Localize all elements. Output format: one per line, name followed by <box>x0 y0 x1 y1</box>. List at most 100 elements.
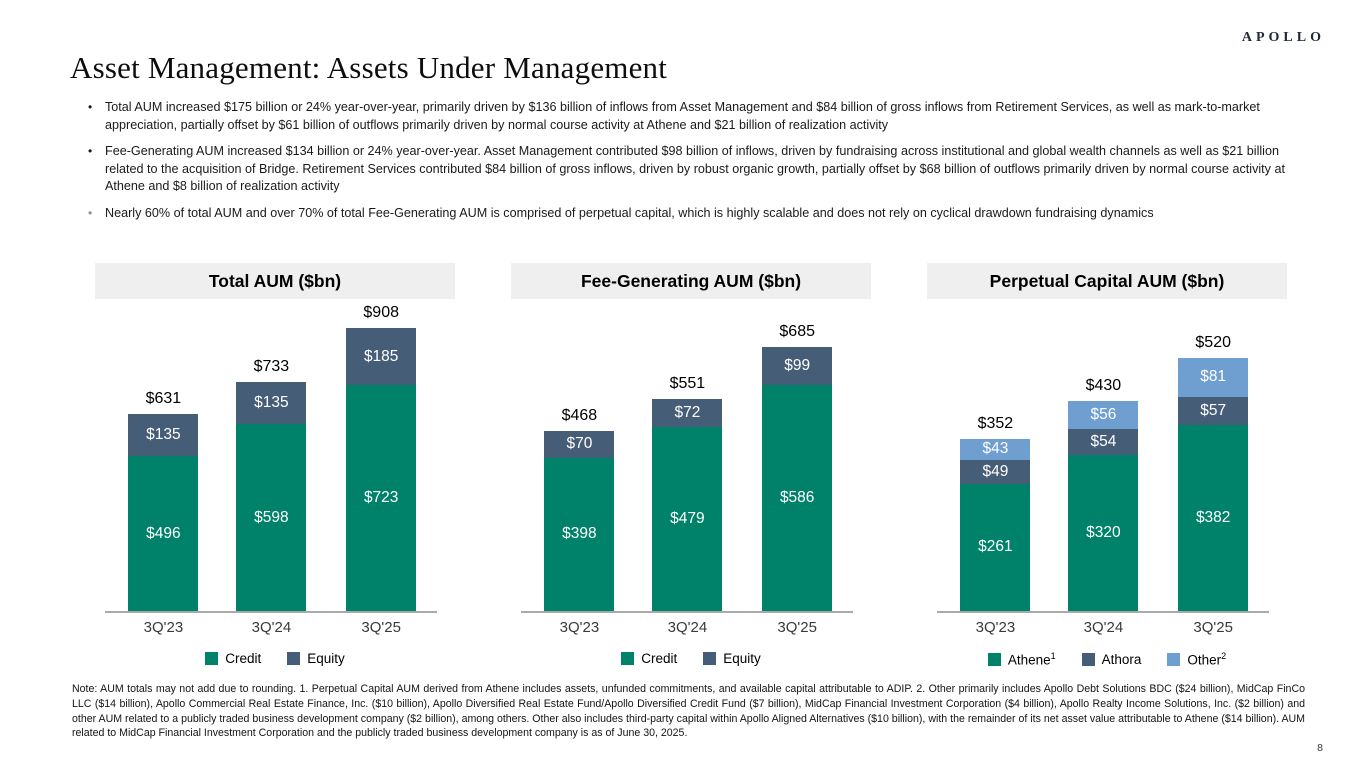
bar-segment-credit: $496 <box>128 456 199 611</box>
x-axis-tick-label: 3Q'24 <box>251 619 292 636</box>
bar-segment-other: $56 <box>1068 401 1139 429</box>
x-axis-tick-label: 3Q'23 <box>975 619 1016 636</box>
x-axis-tick-label: 3Q'24 <box>1083 619 1124 636</box>
stacked-bar-3Q'25: $586 $99 <box>762 347 833 611</box>
x-axis-line <box>105 611 437 613</box>
stacked-bar-3Q'23: $261 $49 $43 <box>960 438 1031 611</box>
bar-segment-athora: $49 <box>960 459 1031 484</box>
bar-segment-athene: $261 <box>960 483 1031 611</box>
bar-segment-credit: $586 <box>762 385 833 611</box>
x-axis-tick-label: 3Q'24 <box>667 619 708 636</box>
bullet-item: • Fee-Generating AUM increased $134 bill… <box>72 143 1307 196</box>
bullet-item: • Total AUM increased $175 billion or 24… <box>72 99 1307 134</box>
chart-legend: Credit Equity <box>511 651 871 666</box>
bullet-text: Fee-Generating AUM increased $134 billio… <box>105 144 1285 193</box>
bar-total-label: $685 <box>779 323 815 341</box>
legend-label: Credit <box>225 651 262 666</box>
x-axis-labels: 3Q'23 3Q'24 3Q'25 <box>927 613 1287 643</box>
bar-segment-credit: $723 <box>346 385 417 611</box>
bullet-marker: • <box>88 100 93 114</box>
chart-legend: Credit Equity <box>95 651 455 666</box>
bar-total-label: $733 <box>253 358 290 376</box>
legend-swatch <box>287 652 301 665</box>
legend-item-equity: Equity <box>703 651 761 666</box>
bullet-text: Total AUM increased $175 billion or 24% … <box>105 100 1260 132</box>
bar-segment-equity: $99 <box>762 347 833 386</box>
chart-legend: Athene1 Athora Other2 <box>927 651 1287 668</box>
bar-segment-athene: $382 <box>1178 424 1249 611</box>
legend-label: Athora <box>1101 651 1142 667</box>
bar-segment-other: $81 <box>1178 357 1249 397</box>
bullet-item: • Nearly 60% of total AUM and over 70% o… <box>72 205 1307 223</box>
legend-label: Other2 <box>1187 651 1227 668</box>
x-axis-tick-label: 3Q'25 <box>777 619 817 636</box>
bullet-list: • Total AUM increased $175 billion or 24… <box>72 99 1307 231</box>
bar-segment-other: $43 <box>960 438 1031 460</box>
chart-title: Total AUM ($bn) <box>95 263 455 299</box>
bar-segment-athora: $57 <box>1178 397 1249 425</box>
page-number: 8 <box>1317 742 1323 754</box>
legend-item-equity: Equity <box>287 651 345 666</box>
bar-total-label: $908 <box>363 303 399 321</box>
bullet-marker: • <box>88 144 93 158</box>
chart-plot: $261 $49 $43 $352 $320 $54 $56 $430 $382 $57 $81 $5… <box>927 299 1287 613</box>
stacked-bar-3Q'25: $382 $57 $81 <box>1178 357 1249 611</box>
chart-title: Perpetual Capital AUM ($bn) <box>927 263 1287 299</box>
x-axis-tick-label: 3Q'23 <box>559 619 600 636</box>
footnote: Note: AUM totals may not add due to roun… <box>72 683 1305 740</box>
bar-total-label: $468 <box>561 406 598 424</box>
bar-total-label: $631 <box>145 390 182 408</box>
apollo-logo: APOLLO <box>1241 30 1325 45</box>
legend-swatch <box>1167 652 1181 666</box>
stacked-bar-3Q'23: $496 $135 <box>128 414 199 611</box>
chart-plot: $398 $70 $468 $479 $72 $551 $586 $99 $685 <box>511 299 871 613</box>
bar-segment-athora: $54 <box>1068 428 1139 455</box>
chart-title: Fee-Generating AUM ($bn) <box>511 263 871 299</box>
legend-swatch <box>703 652 717 665</box>
bullet-text: Nearly 60% of total AUM and over 70% of … <box>105 205 1154 220</box>
x-axis-labels: 3Q'23 3Q'24 3Q'25 <box>95 613 455 643</box>
x-axis-tick-label: 3Q'23 <box>143 619 184 636</box>
legend-item-credit: Credit <box>621 651 677 666</box>
bar-segment-credit: $479 <box>652 426 723 611</box>
legend-item-athora: Athora <box>1081 651 1142 668</box>
stacked-bar-3Q'24: $479 $72 <box>652 398 723 611</box>
legend-label: Equity <box>307 651 345 666</box>
x-axis-tick-label: 3Q'25 <box>361 619 401 636</box>
legend-item-other: Other2 <box>1167 651 1226 668</box>
legend-swatch <box>987 652 1001 666</box>
x-axis-line <box>521 611 853 613</box>
stacked-bar-3Q'24: $320 $54 $56 <box>1068 401 1139 611</box>
stacked-bar-3Q'23: $398 $70 <box>544 430 615 611</box>
legend-label: Athene1 <box>1007 651 1056 668</box>
bar-segment-credit: $598 <box>236 424 307 611</box>
page-title: Asset Management: Assets Under Managemen… <box>70 50 668 85</box>
legend-swatch <box>621 652 635 665</box>
bar-segment-equity: $72 <box>652 398 723 427</box>
chart-plot: $496 $135 $631 $598 $135 $733 $723 $185 $908 <box>95 299 455 613</box>
x-axis-labels: 3Q'23 3Q'24 3Q'25 <box>511 613 871 643</box>
legend-label: Equity <box>723 651 761 666</box>
chart-fee-generating-aum: Fee-Generating AUM ($bn) $398 $70 $468 $479… <box>511 263 871 666</box>
chart-total-aum: Total AUM ($bn) $496 $135 $631 $598 $135 $733… <box>95 263 455 666</box>
legend-swatch <box>205 652 219 665</box>
bar-total-label: $551 <box>669 374 706 392</box>
x-axis-line <box>937 611 1269 613</box>
bar-total-label: $430 <box>1085 377 1122 395</box>
legend-swatch <box>1081 652 1095 666</box>
stacked-bar-3Q'25: $723 $185 <box>346 327 417 611</box>
bullet-marker: • <box>88 205 93 220</box>
bar-segment-equity: $135 <box>236 382 307 425</box>
bar-segment-equity: $70 <box>544 430 615 458</box>
bar-segment-equity: $185 <box>346 327 417 386</box>
legend-item-credit: Credit <box>205 651 261 666</box>
stacked-bar-3Q'24: $598 $135 <box>236 382 307 611</box>
bar-segment-athene: $320 <box>1068 455 1139 611</box>
legend-item-athene: Athene1 <box>987 651 1056 668</box>
x-axis-tick-label: 3Q'25 <box>1193 619 1233 636</box>
bar-segment-equity: $135 <box>128 414 199 457</box>
bar-segment-credit: $398 <box>544 457 615 611</box>
bar-total-label: $520 <box>1195 333 1231 351</box>
chart-perpetual-capital-aum: Perpetual Capital AUM ($bn) $261 $49 $43 $3… <box>927 263 1287 668</box>
